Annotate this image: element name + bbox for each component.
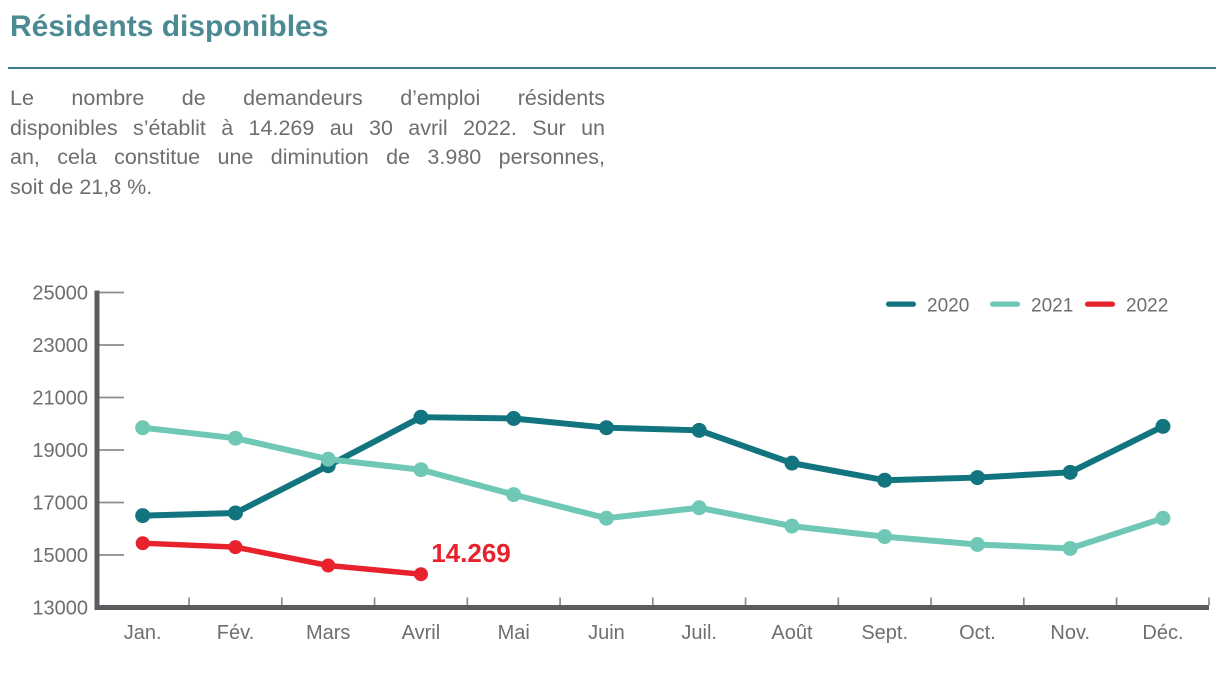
series-2021-point-Mai <box>506 487 522 503</box>
series-2020-point-Oct. <box>969 470 985 486</box>
intro-line: Le nombre de demandeurs d’emploi résiden… <box>10 86 605 110</box>
y-axis-label: 23000 <box>32 335 88 357</box>
series-2020-line <box>139 414 1166 519</box>
series-2021-point-Juil. <box>691 500 707 516</box>
series-2022-line <box>139 540 424 577</box>
series-2020 <box>135 409 1171 524</box>
series-2020-point-Fév. <box>227 505 243 521</box>
legend-label-2021: 2021 <box>1031 296 1073 317</box>
series-2021-point-Mars <box>320 451 336 467</box>
page-title: Résidents disponibles <box>10 10 329 43</box>
y-axis-label: 25000 <box>32 283 88 305</box>
series-2020-point-Jan. <box>135 508 151 524</box>
x-axis-label: Juil. <box>681 622 717 644</box>
series-2021-point-Fév. <box>227 430 243 446</box>
x-axis-label: Avril <box>402 622 441 644</box>
legend-label-2022: 2022 <box>1126 296 1168 317</box>
intro-line: an, cela constitue une diminution de 3.9… <box>10 145 605 169</box>
series-2021-point-Jan. <box>135 420 151 436</box>
x-axis-label: Mars <box>306 622 350 644</box>
legend-item-2020: 2020 <box>886 296 969 317</box>
title-rule <box>8 67 1216 69</box>
series-2022 <box>135 536 428 582</box>
legend-swatch-2021 <box>990 301 1020 307</box>
series-2022-point-Jan. <box>135 536 150 551</box>
series-2021-point-Août <box>784 518 800 534</box>
series-2020-point-Juin <box>598 420 614 436</box>
x-axis-label: Nov. <box>1050 622 1090 644</box>
y-axis-label: 17000 <box>32 493 88 515</box>
legend-swatch-2022 <box>1085 301 1115 307</box>
series-2022-point-Mars <box>321 558 336 573</box>
y-axis-label: 13000 <box>32 598 88 620</box>
data-label-latest-value: 14.269 <box>431 538 511 568</box>
legend-item-2022: 2022 <box>1085 296 1168 317</box>
x-axis-label: Sept. <box>861 622 908 644</box>
series-2021-point-Nov. <box>1062 540 1078 556</box>
x-axis-label: Mai <box>498 622 530 644</box>
axis-lines <box>94 290 1209 610</box>
intro-line: disponibles s’établit à 14.269 au 30 avr… <box>10 115 605 140</box>
series-2021-point-Oct. <box>969 537 985 552</box>
x-axis-label: Jan. <box>124 622 162 644</box>
series-2020-point-Sept. <box>877 472 893 488</box>
legend-swatch-2020 <box>886 301 916 307</box>
series-2020-point-Déc. <box>1155 418 1171 434</box>
series-2021-point-Déc. <box>1155 510 1171 526</box>
y-axis-label: 21000 <box>32 388 88 410</box>
series-2020-point-Nov. <box>1062 464 1078 480</box>
legend-label-2020: 2020 <box>927 296 969 317</box>
intro-line: soit de 21,8 %. <box>10 174 153 199</box>
x-axis-label: Fév. <box>217 622 254 644</box>
x-axis-label: Juin <box>588 622 625 644</box>
series-2021-line <box>139 424 1166 552</box>
series-2020-point-Juil. <box>691 422 707 438</box>
series-2021-point-Sept. <box>877 529 893 545</box>
series-2020-point-Août <box>784 455 800 471</box>
series-2020-point-Avril <box>413 409 429 425</box>
series-2021 <box>135 420 1171 556</box>
series-2021-point-Juin <box>598 510 614 526</box>
x-axis-label: Oct. <box>959 622 996 644</box>
intro-paragraph: Le nombre de demandeurs d’emploi résiden… <box>10 84 605 202</box>
y-axis-label: 19000 <box>32 440 88 462</box>
legend-item-2021: 2021 <box>990 296 1073 317</box>
series-2022-point-Avril <box>413 567 428 582</box>
series-2020-point-Mai <box>506 411 522 426</box>
x-axis-label: Août <box>771 622 813 644</box>
series-2021-point-Avril <box>413 462 429 478</box>
x-axis-label: Déc. <box>1142 622 1183 644</box>
series-2022-point-Fév. <box>228 540 243 555</box>
y-axis-label: 15000 <box>32 545 88 567</box>
